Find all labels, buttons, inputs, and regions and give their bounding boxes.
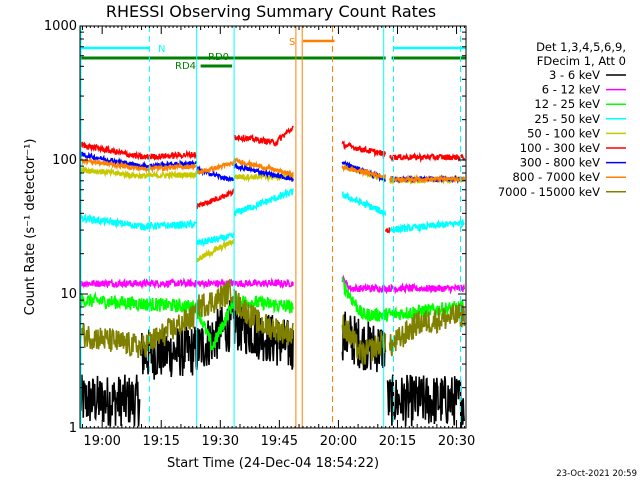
series-lines [79,125,466,429]
y-tick-label: 100 [52,153,77,168]
y-axis-label: Count Rate (s⁻¹ detector⁻¹) [23,139,38,316]
legend-entry: 50 - 100 keV [527,126,626,140]
series-line-segment [195,232,235,248]
legend-label: 7000 - 15000 keV [498,185,600,199]
flag-label: N [158,44,165,55]
x-tick-label: 20:00 [320,434,357,449]
series-line-segment [79,166,197,181]
legend-header: Det 1,3,4,5,6,9, [536,40,626,54]
y-tick-label: 1 [69,421,77,436]
series-line-segment [80,212,197,232]
legend-label: 300 - 800 keV [520,156,600,170]
x-tick-label: 19:00 [83,434,120,449]
series-line-segment [138,298,294,380]
series-line-segment [195,160,235,175]
series-line-segment [389,151,466,164]
legend-entry: 100 - 300 keV [520,141,626,155]
flag-label: RD4 [175,61,196,72]
series-line-segment [79,277,294,290]
flag-s: S [289,37,335,48]
x-tick-label: 19:30 [202,434,239,449]
series-line-segment [233,188,294,217]
series-line-segment [233,125,294,147]
series-100-300keV-kev [79,125,466,234]
legend-entry: 7000 - 15000 keV [498,185,626,199]
plot-frame [79,25,467,429]
series-line-segment [233,288,294,346]
x-tick-label: 19:15 [142,434,179,449]
series-line-segment [386,374,465,429]
y-tick-label: 1000 [44,19,77,34]
legend-label: 6 - 12 keV [542,83,600,97]
series-line-segment [79,374,141,427]
series-25-50keV-kev [80,188,465,248]
series-line-segment [79,151,198,171]
x-axis: 19:00 19:15 19:30 19:45 20:00 20:15 20:30 [81,26,475,449]
chart-title: RHESSI Observing Summary Count Rates [106,2,436,21]
x-tick-label: 19:45 [261,434,298,449]
series-line-segment [341,140,387,160]
series-line-segment [341,163,387,180]
legend-header: FDecim 1, Att 0 [537,54,626,68]
observing-flags: N RD0 RD4 S [80,37,466,72]
legend-label: 100 - 300 keV [520,141,600,155]
series-line-segment [196,279,235,319]
flag-label: S [289,37,295,48]
x-tick-label: 20:15 [379,434,416,449]
y-axis: 1 10 100 1000 [44,19,466,436]
legend-label: 800 - 7000 keV [512,170,600,184]
series-line-segment [196,238,235,263]
series-7000-15000keV-kev [79,279,466,365]
series-line-segment [233,157,294,179]
series-line-segment [233,162,294,183]
flag-label: RD0 [208,52,229,63]
legend-label: 3 - 6 keV [549,68,600,82]
series-line-segment [80,157,198,174]
series-line-segment [79,302,198,359]
legend-label: 50 - 100 keV [527,126,600,140]
legend-entry: 300 - 800 keV [520,156,626,170]
series-line-segment [341,191,387,218]
series-line-segment [388,219,465,235]
series-line-segment [388,303,466,357]
series-6-12keV-kev [79,274,466,295]
series-800-7000keV-kev [80,157,466,185]
legend-entry: 12 - 25 keV [534,97,626,111]
legend-entry: 800 - 7000 keV [512,170,626,184]
series-line-segment [388,173,466,185]
x-axis-label: Start Time (24-Dec-04 18:54:22) [167,456,379,471]
vertical-markers [80,26,461,428]
series-line-segment [384,227,391,234]
legend-entry: 3 - 6 keV [549,68,626,82]
legend-entry: 6 - 12 keV [542,83,626,97]
legend-label: 12 - 25 keV [534,97,600,111]
x-tick-label: 20:30 [438,434,475,449]
y-tick-label: 10 [60,287,77,302]
flag-n: N [80,44,466,55]
legend: Det 1,3,4,5,6,9,FDecim 1, Att 03 - 6 keV… [498,40,626,199]
series-line-segment [79,141,197,161]
series-line-segment [195,188,235,209]
legend-entry: 25 - 50 keV [534,112,626,126]
series-line-segment [341,315,387,365]
series-line-segment [341,274,466,295]
flag-rd0: RD0 [80,52,466,63]
series-line-segment [79,291,294,353]
footer-timestamp: 23-Oct-2021 20:59 [556,469,637,479]
flag-rd4: RD4 [175,61,233,72]
legend-label: 25 - 50 keV [534,112,600,126]
